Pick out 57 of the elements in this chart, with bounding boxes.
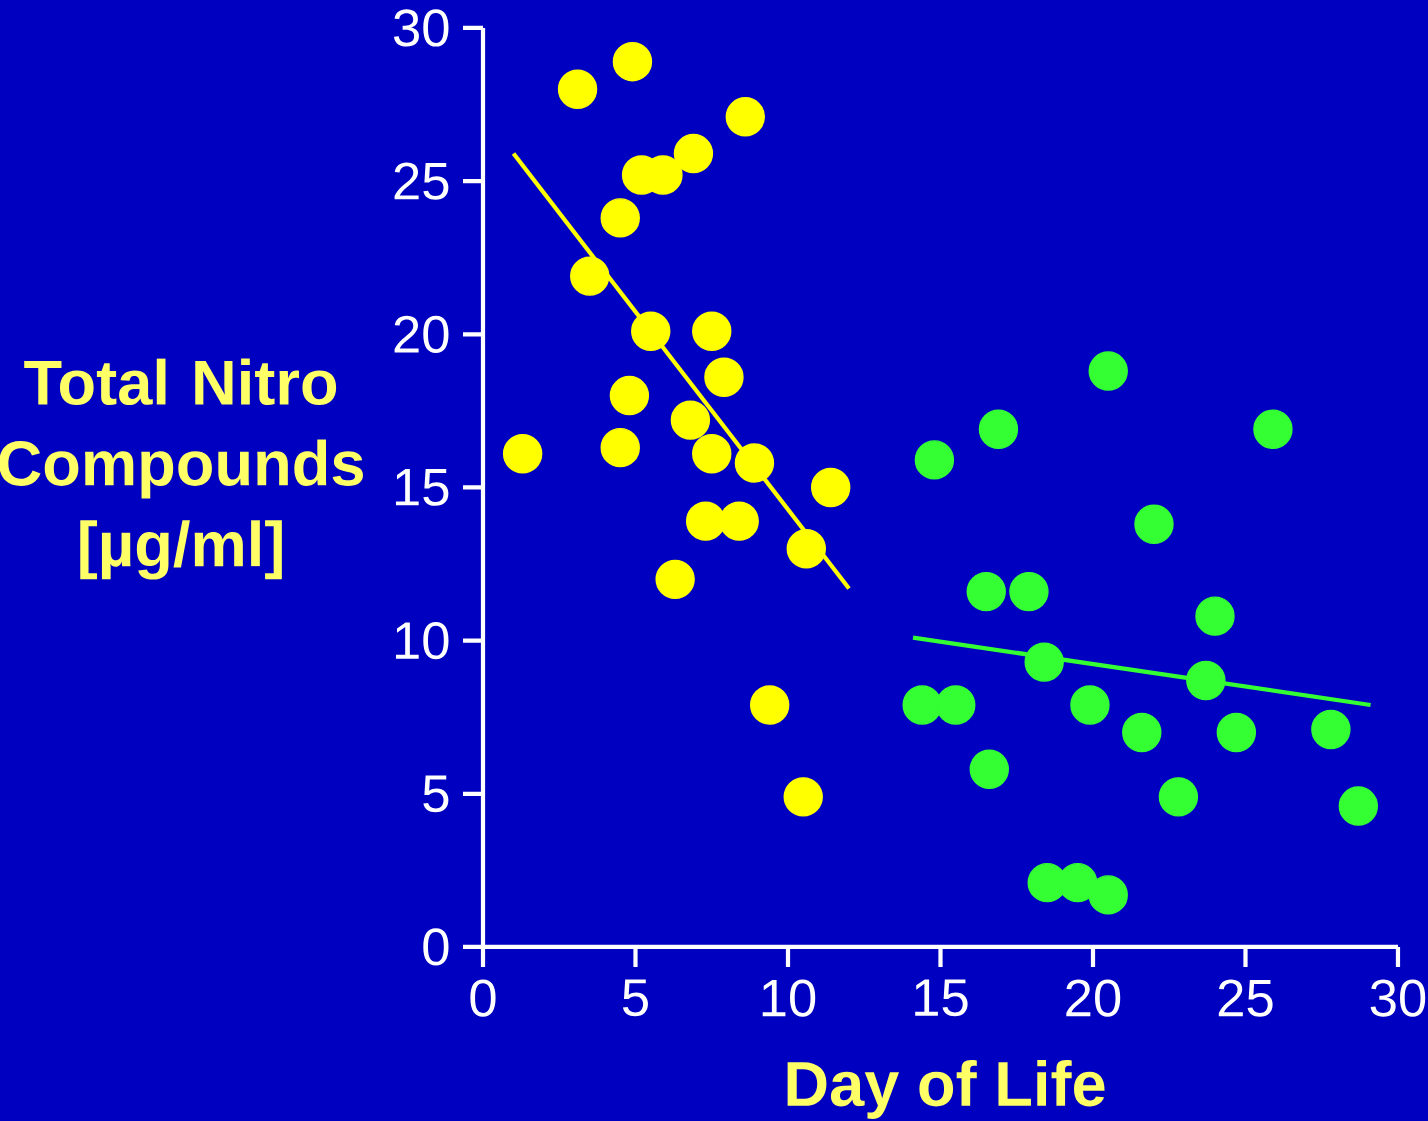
point (749, 685, 790, 725)
point (1216, 712, 1257, 753)
x-tick-label: 15 (915, 979, 968, 1017)
point (1088, 351, 1128, 391)
point (725, 97, 766, 137)
point (1088, 875, 1128, 915)
y-axis-title: Total Nitro Compounds [µg/ml] (0, 358, 363, 580)
point (969, 749, 1009, 790)
point (966, 571, 1006, 612)
point (600, 427, 640, 468)
point (783, 777, 823, 817)
point (557, 69, 598, 109)
x-tick-label: 0 (470, 979, 496, 1017)
point (1024, 642, 1064, 682)
point (1253, 409, 1293, 449)
point (1195, 596, 1235, 636)
y-tick-label: 10 (395, 621, 449, 660)
point (1186, 660, 1226, 701)
point (570, 256, 610, 296)
point (902, 685, 942, 725)
point (1070, 685, 1110, 725)
y-tick-label: 30 (393, 9, 449, 47)
point (734, 443, 775, 483)
point (692, 311, 732, 351)
point (1134, 504, 1174, 544)
point (786, 529, 826, 569)
x-tick-label: 25 (1218, 979, 1273, 1017)
x-tick-label: 5 (622, 979, 648, 1017)
point (1122, 712, 1162, 753)
point (1311, 709, 1351, 750)
point (631, 311, 671, 351)
y-tick-label: 0 (423, 928, 449, 966)
point (978, 409, 1019, 449)
point (612, 41, 653, 82)
x-tick-label: 30 (1370, 979, 1426, 1017)
x-tick-label: 20 (1066, 979, 1121, 1017)
point (502, 434, 543, 474)
point (673, 133, 714, 174)
y-tick-label: 25 (394, 162, 449, 200)
point (1009, 571, 1049, 612)
y-tick-label: 15 (395, 469, 449, 506)
point (670, 400, 711, 440)
point (1338, 786, 1379, 826)
x-tick-label: 10 (762, 979, 816, 1017)
point (936, 685, 976, 725)
point (609, 375, 650, 416)
point (914, 440, 955, 480)
y-tick-label: 20 (394, 315, 449, 353)
point (810, 467, 851, 508)
point (704, 357, 744, 397)
point (655, 559, 695, 600)
point (719, 501, 759, 541)
point (1158, 777, 1199, 817)
point (692, 434, 732, 474)
x-axis-title: Day of Life (787, 1059, 1105, 1119)
y-tick-label: 5 (423, 775, 449, 813)
point (600, 198, 640, 238)
